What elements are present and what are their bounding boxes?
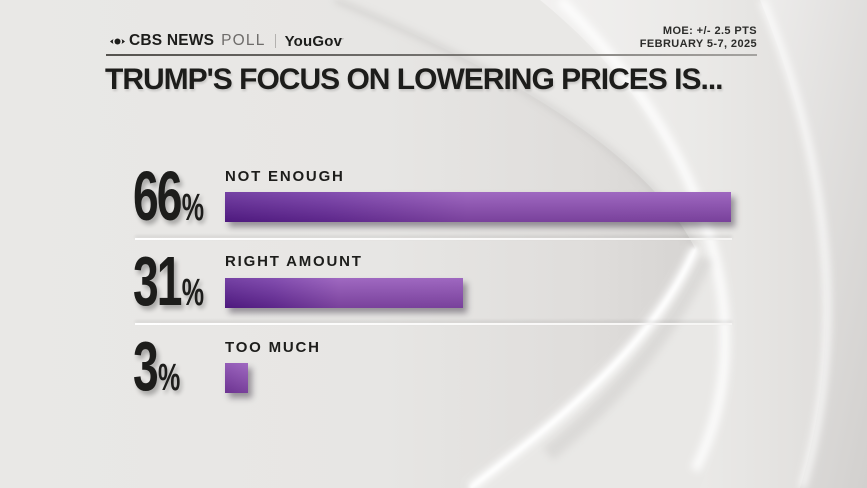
value-label: 31 bbox=[133, 242, 182, 320]
moe-line: MOE: +/- 2.5 PTS bbox=[662, 25, 757, 37]
brand: CBS NEWS POLL YouGov’ bbox=[110, 32, 344, 50]
percent-sign: % bbox=[181, 187, 205, 229]
bar bbox=[225, 192, 731, 222]
cbs-eye-icon bbox=[110, 36, 125, 46]
moe-block: MOE: +/- 2.5 PTS FEBRUARY 5-7, 2025 bbox=[640, 25, 757, 50]
bar bbox=[225, 363, 248, 393]
row-separator bbox=[135, 323, 732, 325]
page-title: TRUMP'S FOCUS ON LOWERING PRICES IS... bbox=[105, 63, 724, 96]
category-label: RIGHT AMOUNT bbox=[225, 253, 363, 270]
row-separator bbox=[135, 238, 732, 240]
category-label: NOT ENOUGH bbox=[225, 168, 345, 185]
brand-poll: POLL bbox=[221, 32, 266, 49]
value-group: 3% bbox=[133, 331, 205, 401]
value-label: 3 bbox=[133, 327, 159, 405]
brand-yougov: YouGov bbox=[284, 32, 343, 50]
brand-divider bbox=[274, 34, 276, 48]
bar bbox=[225, 278, 463, 308]
value-group: 66% bbox=[133, 161, 241, 231]
percent-sign: % bbox=[158, 357, 181, 399]
value-group: 31% bbox=[133, 246, 241, 316]
category-label: TOO MUCH bbox=[225, 339, 321, 356]
percent-sign: % bbox=[181, 272, 205, 314]
date-line: FEBRUARY 5-7, 2025 bbox=[639, 37, 757, 50]
brand-cbs-news: CBS NEWS bbox=[129, 32, 215, 49]
yougov-trademark: ’ bbox=[342, 37, 344, 45]
header-rule bbox=[106, 54, 757, 56]
value-label: 66 bbox=[133, 157, 182, 235]
